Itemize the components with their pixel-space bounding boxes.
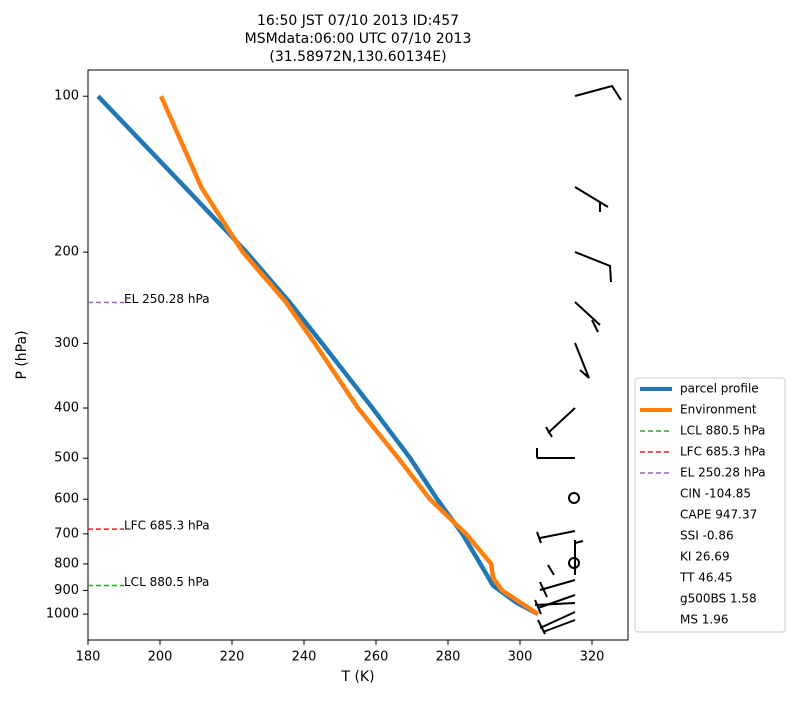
x-tick-label: 240 xyxy=(292,650,317,665)
legend-stat: MS 1.96 xyxy=(680,613,729,627)
x-axis-label: T (K) xyxy=(340,669,374,685)
legend-stat: g500BS 1.58 xyxy=(680,592,757,606)
y-tick-label: 400 xyxy=(54,401,79,416)
wind-barbs xyxy=(534,84,622,635)
y-tick-label: 300 xyxy=(54,336,79,351)
legend-label: parcel profile xyxy=(680,382,759,396)
chart-title: 16:50 JST 07/10 2013 ID:457 xyxy=(257,13,459,29)
legend-stat: TT 46.45 xyxy=(679,571,733,585)
y-tick-label: 1000 xyxy=(46,607,79,622)
legend xyxy=(634,377,786,633)
y-tick-label: 600 xyxy=(54,492,79,507)
level-label: EL 250.28 hPa xyxy=(124,292,210,306)
legend-stat: SSI -0.86 xyxy=(680,529,734,543)
y-tick-label: 200 xyxy=(54,245,79,260)
y-axis-label: P (hPa) xyxy=(14,330,30,379)
chart-title: (31.58972N,130.60134E) xyxy=(269,49,446,65)
x-tick-label: 220 xyxy=(220,650,245,665)
x-tick-label: 300 xyxy=(508,650,533,665)
y-tick-label: 900 xyxy=(54,583,79,598)
y-tick-label: 700 xyxy=(54,526,79,541)
level-label: LFC 685.3 hPa xyxy=(124,519,210,533)
y-tick-label: 500 xyxy=(54,451,79,466)
legend-stat: CAPE 947.37 xyxy=(680,508,757,522)
y-tick-label: 800 xyxy=(54,556,79,571)
legend-label: LCL 880.5 hPa xyxy=(680,424,765,438)
legend-stat: KI 26.69 xyxy=(680,550,730,564)
legend-stat: CIN -104.85 xyxy=(680,487,751,501)
x-tick-label: 200 xyxy=(148,650,173,665)
plot-frame xyxy=(87,69,629,641)
x-tick-label: 180 xyxy=(76,650,101,665)
profile-line xyxy=(96,94,540,617)
legend-label: Environment xyxy=(680,403,757,417)
x-tick-label: 280 xyxy=(436,650,461,665)
profile-line xyxy=(159,95,540,616)
level-label: LCL 880.5 hPa xyxy=(124,575,209,589)
legend-label: LFC 685.3 hPa xyxy=(680,445,766,459)
x-tick-label: 320 xyxy=(580,650,605,665)
chart-title: MSMdata:06:00 UTC 07/10 2013 xyxy=(245,31,472,47)
legend-label: EL 250.28 hPa xyxy=(680,466,766,480)
x-tick-label: 260 xyxy=(364,650,389,665)
y-tick-label: 100 xyxy=(54,89,79,104)
